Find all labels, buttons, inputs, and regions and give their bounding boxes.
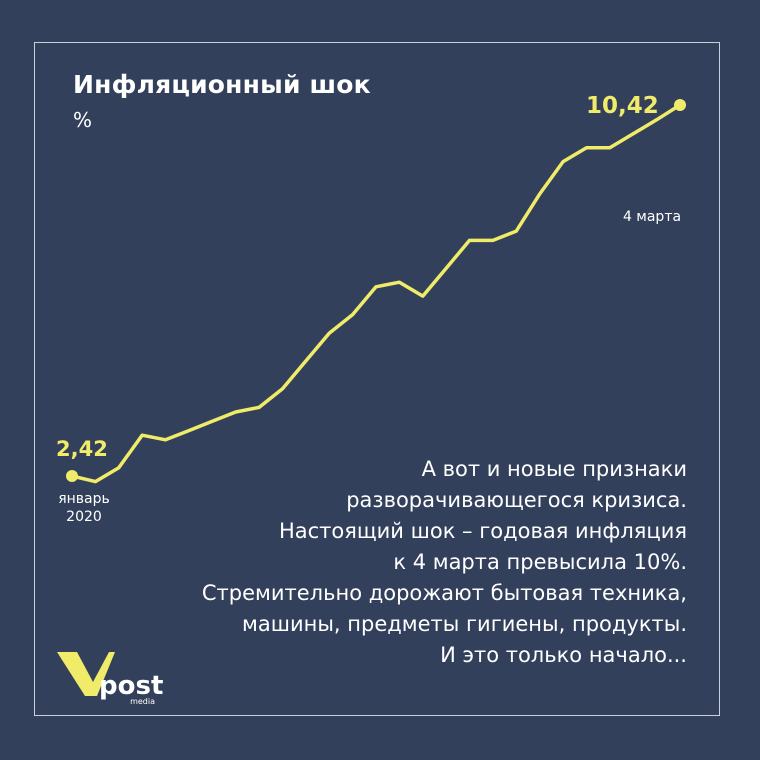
- logo-subtext: media: [130, 697, 155, 706]
- chart-title: Инфляционный шок: [73, 70, 371, 99]
- end-date-label: 4 марта: [623, 209, 681, 225]
- end-point: [674, 99, 686, 111]
- body-line: Стремительно дорожают бытовая техника,: [201, 581, 687, 605]
- chart-frame: [34, 42, 720, 716]
- start-date-line: 2020: [66, 509, 102, 525]
- start-date-line: январь: [58, 491, 110, 507]
- body-line: машины, предметы гигиены, продукты.: [242, 612, 687, 636]
- start-date-label: январь 2020: [58, 491, 110, 525]
- body-line: к 4 марта превысила 10%.: [393, 550, 687, 574]
- end-value-label: 10,42: [586, 93, 659, 119]
- start-value-label: 2,42: [56, 437, 108, 461]
- unit-label: %: [73, 108, 93, 132]
- body-line: Настоящий шок – годовая инфляция: [278, 519, 687, 543]
- body-line: И это только начало...: [440, 643, 687, 667]
- body-text: А вот и новые признаки разворачивающегос…: [87, 454, 687, 671]
- start-point: [66, 470, 78, 482]
- logo-v-mark: [57, 652, 115, 696]
- body-line: А вот и новые признаки: [421, 457, 687, 481]
- body-line: разворачивающегося кризиса.: [346, 488, 687, 512]
- series-line: [70, 103, 682, 484]
- logo-text: post: [99, 671, 163, 701]
- vpost-logo: post media: [57, 652, 163, 706]
